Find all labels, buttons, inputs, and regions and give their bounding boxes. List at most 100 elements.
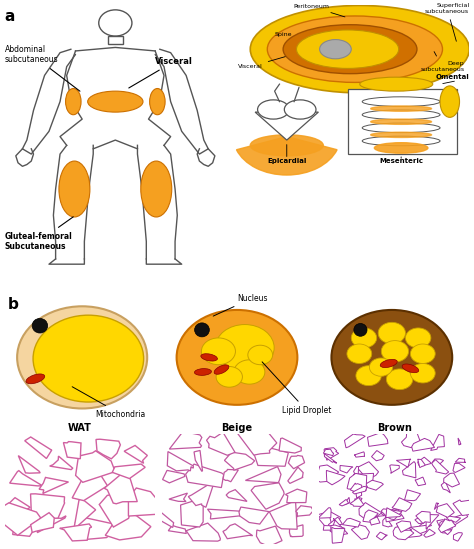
Polygon shape (237, 428, 277, 455)
Polygon shape (444, 473, 459, 487)
Circle shape (381, 340, 409, 362)
Text: b: b (8, 296, 18, 312)
Polygon shape (25, 437, 52, 458)
Polygon shape (18, 456, 40, 473)
Ellipse shape (283, 25, 417, 74)
Ellipse shape (362, 136, 440, 145)
Polygon shape (437, 520, 449, 533)
Circle shape (405, 328, 431, 348)
Ellipse shape (371, 119, 431, 124)
Circle shape (234, 360, 265, 384)
Polygon shape (73, 498, 96, 530)
Polygon shape (434, 503, 439, 509)
Polygon shape (356, 490, 362, 498)
Polygon shape (124, 445, 147, 463)
Text: Epicardial: Epicardial (267, 158, 307, 164)
Polygon shape (354, 452, 365, 457)
Polygon shape (404, 490, 420, 501)
Polygon shape (347, 473, 367, 491)
Polygon shape (64, 441, 81, 459)
Polygon shape (418, 459, 425, 468)
Polygon shape (383, 535, 387, 538)
Circle shape (410, 344, 435, 363)
Polygon shape (279, 438, 301, 453)
Ellipse shape (362, 110, 440, 120)
Ellipse shape (257, 100, 289, 119)
Polygon shape (453, 533, 462, 541)
Polygon shape (404, 525, 428, 536)
Polygon shape (226, 490, 247, 501)
Polygon shape (453, 463, 465, 473)
Polygon shape (168, 525, 186, 534)
Polygon shape (370, 517, 380, 525)
Polygon shape (446, 516, 461, 522)
Polygon shape (331, 518, 348, 535)
Polygon shape (438, 519, 456, 533)
Polygon shape (415, 477, 426, 486)
Ellipse shape (150, 88, 165, 115)
Polygon shape (402, 462, 416, 478)
Polygon shape (396, 523, 422, 539)
Polygon shape (433, 459, 444, 468)
Polygon shape (354, 466, 358, 476)
Circle shape (331, 310, 452, 405)
Polygon shape (350, 483, 362, 492)
Ellipse shape (88, 91, 143, 112)
Ellipse shape (250, 135, 323, 156)
Ellipse shape (297, 30, 399, 69)
Polygon shape (354, 473, 374, 486)
Circle shape (17, 306, 147, 408)
Polygon shape (163, 470, 185, 483)
Polygon shape (223, 469, 238, 482)
Text: Gluteal-femoral
Subcutaneous: Gluteal-femoral Subcutaneous (5, 217, 73, 251)
Polygon shape (208, 509, 243, 519)
Ellipse shape (371, 106, 431, 111)
Text: Mitochondria: Mitochondria (72, 386, 146, 419)
Polygon shape (39, 478, 69, 494)
Polygon shape (401, 433, 422, 447)
Circle shape (369, 358, 392, 376)
Text: Nucleus: Nucleus (213, 294, 268, 316)
Polygon shape (288, 467, 303, 484)
Polygon shape (181, 500, 203, 527)
Polygon shape (392, 498, 412, 511)
Polygon shape (323, 449, 334, 456)
Ellipse shape (65, 88, 81, 115)
Text: Abdominal
subcutaneous: Abdominal subcutaneous (5, 44, 80, 91)
Polygon shape (396, 459, 411, 467)
Polygon shape (31, 513, 54, 533)
Polygon shape (350, 497, 364, 506)
Polygon shape (367, 432, 388, 446)
Polygon shape (393, 525, 414, 540)
Polygon shape (246, 467, 281, 483)
Ellipse shape (195, 323, 210, 337)
Polygon shape (426, 514, 439, 529)
Polygon shape (60, 524, 91, 541)
Polygon shape (365, 479, 383, 490)
Title: Beige: Beige (221, 423, 253, 433)
Polygon shape (351, 525, 369, 540)
Polygon shape (104, 468, 137, 504)
Polygon shape (128, 488, 162, 516)
Polygon shape (318, 508, 331, 518)
Ellipse shape (362, 97, 440, 107)
Text: Omental: Omental (436, 74, 469, 80)
Ellipse shape (374, 143, 428, 153)
Text: Mesenteric: Mesenteric (379, 158, 423, 164)
Polygon shape (186, 523, 220, 541)
Title: WAT: WAT (68, 423, 91, 433)
Polygon shape (194, 451, 202, 472)
Polygon shape (290, 525, 303, 537)
Ellipse shape (371, 132, 431, 137)
Polygon shape (416, 511, 430, 524)
Polygon shape (255, 112, 319, 140)
Polygon shape (385, 509, 404, 522)
Polygon shape (96, 439, 120, 459)
Polygon shape (225, 452, 255, 470)
Polygon shape (9, 470, 43, 486)
Polygon shape (455, 458, 466, 462)
Polygon shape (188, 482, 214, 507)
Ellipse shape (32, 318, 47, 333)
Polygon shape (105, 513, 151, 540)
Ellipse shape (440, 86, 459, 117)
